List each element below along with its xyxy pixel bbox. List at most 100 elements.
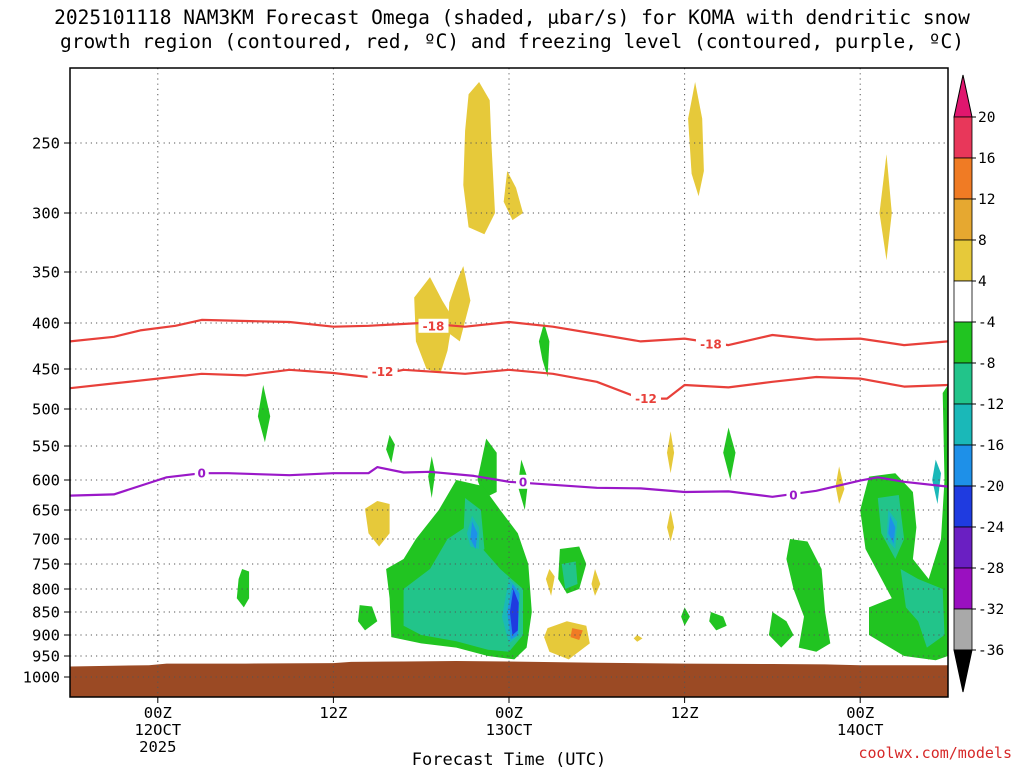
y-tick-label-450: 450 [32,361,60,379]
dgz-minus-12-label-bg-1 [630,391,661,406]
contours: -18 -18 -12 -12 0 0 0 [70,318,948,503]
colorbar-box-11 [953,567,973,610]
omega-region-yellow-6 [365,501,390,547]
freezing-level-zero-label-0: 0 [198,467,206,481]
colorbar-box-0 [953,116,973,159]
grid-lines [70,68,948,697]
dgz-minus-12-label-bg-0 [367,364,398,379]
colorbar-box-7 [953,403,973,446]
y-tick-label-250: 250 [32,135,60,153]
colorbar-label-0: 20 [978,110,995,126]
colorbar-label-9: -20 [978,479,1004,495]
dgz-minus-18-label-0: -18 [423,319,445,333]
x-tick-label-0-1: 00Z [144,704,172,722]
omega-region-green-25 [768,612,794,648]
omega-region-yellow-10 [591,569,601,596]
colorbar-box-12 [953,608,973,651]
omega-region-green-17 [257,385,271,443]
omega-region-green-24 [709,612,727,631]
omega-region-cyan-40 [932,459,941,504]
x-tick-label-20-1: 00Z [495,704,523,722]
omega-region-teal-34 [561,561,578,589]
y-axis: 250 300 350 400 450 500 550 600 650 700 750 800 850 9… [23,135,70,687]
dgz-minus-18-line [70,318,948,347]
y-tick-label-1000: 1000 [23,669,60,687]
omega-region-yellow-12 [545,569,555,596]
omega-region-green-16 [538,323,550,377]
freezing-level-zero-label-bg-0 [194,466,209,481]
dgz-minus-12-label-0: -12 [372,365,394,379]
x-tick-label-10-1: 12Z [319,704,347,722]
y-tick-label-300: 300 [32,205,60,223]
omega-region-green-19 [428,456,436,498]
omega-region-yellow-13 [633,635,643,642]
freezing-level-zero-label-bg-1 [516,474,531,489]
omega-region-orange-15 [570,628,583,640]
colorbar-label-3: 8 [978,233,987,249]
dgz-minus-12-line [70,368,948,400]
y-tick-label-550: 550 [32,438,60,456]
colorbar-label-13: -36 [978,643,1004,659]
colorbar-box-5 [953,321,973,364]
title-line-1: 2025101118 NAM3KM Forecast Omega (shaded… [54,6,970,29]
omega-region-teal-32 [403,527,523,652]
omega-region-yellow-2 [688,82,704,197]
omega-region-yellow-7 [667,431,675,474]
colorbar-box-8 [953,444,973,487]
colorbar-label-12: -32 [978,602,1004,618]
x-tick-label-0-3: 2025 [139,738,176,756]
dgz-minus-12-label-1: -12 [635,392,657,406]
colorbar-label-4: 4 [978,274,987,290]
colorbar-label-6: -8 [978,356,995,372]
omega-region-green-27 [477,438,497,498]
colorbar-label-11: -28 [978,561,1004,577]
x-axis-title: Forecast Time (UTC) [412,750,606,768]
omega-region-yellow-5 [447,266,471,342]
omega-region-blue-43 [888,515,896,544]
dgz-minus-18-label-1: -18 [700,338,722,352]
omega-region-green-22 [358,605,378,631]
omega-region-green-23 [681,607,690,626]
omega-region-yellow-0 [463,82,495,235]
y-tick-label-800: 800 [32,581,60,599]
y-tick-label-850: 850 [32,604,60,622]
x-tick-label-40-1: 00Z [846,704,874,722]
colorbar-label-7: -12 [978,397,1004,413]
y-tick-label-650: 650 [32,502,60,520]
colorbar-box-3 [953,239,973,282]
omega-region-green-20 [723,427,736,480]
dgz-minus-18-label-bg-0 [418,318,449,333]
colorbar-label-10: -24 [978,520,1004,536]
freezing-level-zero-label-bg-2 [786,488,801,502]
dgz-minus-18-label-bg-1 [695,337,726,352]
colorbar-box-10 [953,526,973,569]
colorbar-label-5: -4 [978,315,996,331]
colorbar-box-1 [953,157,973,200]
y-tick-label-400: 400 [32,315,60,333]
x-tick-label-40-2: 14OCT [837,721,884,739]
colorbar-box-9 [953,485,973,528]
x-tick-label-0-2: 12OCT [134,721,181,739]
omega-region-green-18 [386,434,395,463]
colorbar-top-arrow [953,74,973,118]
omega-region-purple-44 [509,589,519,635]
colorbar-box-2 [953,198,973,241]
omega-region-green-30 [786,539,831,652]
site-credit: coolwx.com/models [858,744,1012,762]
omega-region-yellow-8 [667,510,675,542]
omega-shading [236,82,948,661]
colorbar-label-8: -16 [978,438,1004,454]
colorbar-label-1: 16 [978,151,995,167]
title-line-2: growth region (contoured, red, ºC) and f… [60,30,964,53]
y-tick-label-950: 950 [32,648,60,666]
omega-region-blue-41 [470,521,478,549]
y-tick-label-500: 500 [32,401,60,419]
x-tick-label-30-1: 12Z [671,704,699,722]
y-tick-label-750: 750 [32,556,60,574]
x-tick-label-20-2: 13OCT [486,721,533,739]
colorbar-bottom-arrow [953,649,973,693]
colorbar-label-2: 12 [978,192,995,208]
y-tick-label-900: 900 [32,627,60,645]
